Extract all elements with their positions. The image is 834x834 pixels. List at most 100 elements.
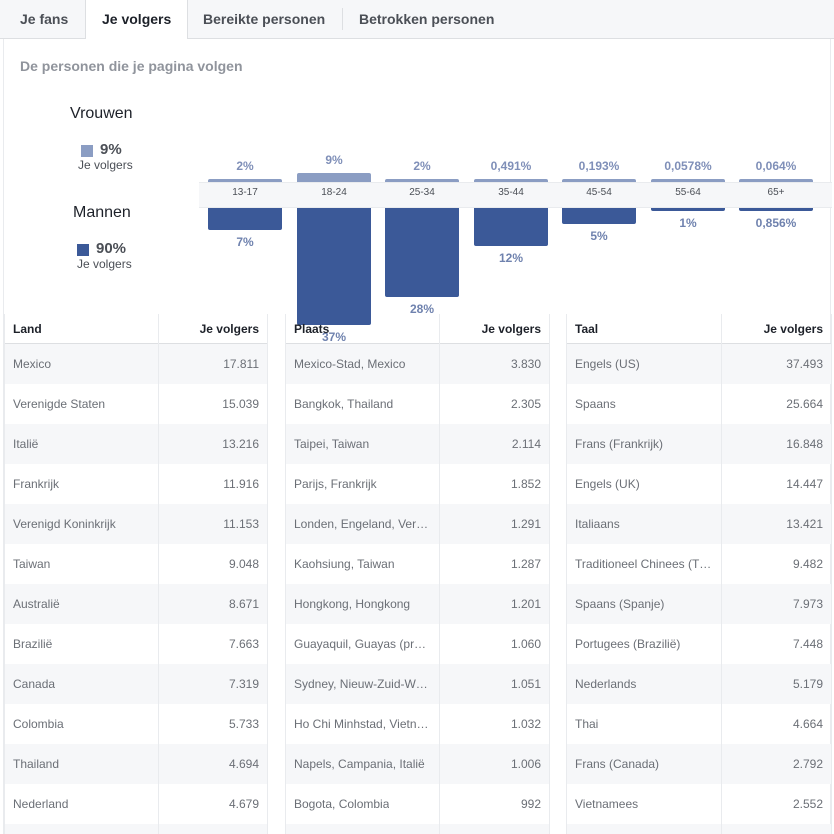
table-row: Napels, Campania, Italië 1.006 xyxy=(286,744,549,784)
legend-men-pct: 90% xyxy=(96,240,127,257)
row-name: Ho Chi Minhstad, Vietn… xyxy=(294,717,429,731)
column-header-country[interactable]: Land xyxy=(13,322,42,336)
row-followers: 1.060 xyxy=(510,637,541,651)
table-row: Bogota, Colombia 992 xyxy=(286,784,549,824)
row-name: Traditioneel Chinees (T… xyxy=(575,557,712,571)
row-name: Engels (UK) xyxy=(575,477,640,491)
legend-women-swatch xyxy=(81,145,93,157)
bar-men-25-34[interactable] xyxy=(385,208,459,297)
row-name: Verenigde Staten xyxy=(13,397,106,411)
table-row: Verenigd Koninkrijk 11.153 xyxy=(5,504,267,544)
row-name: Thai xyxy=(575,717,599,731)
row-followers: 15.039 xyxy=(222,397,259,411)
table-row xyxy=(286,824,549,834)
tab-je-volgers[interactable]: Je volgers xyxy=(85,0,189,40)
row-name: Colombia xyxy=(13,717,64,731)
bar-men-label-35-44: 12% xyxy=(498,251,524,266)
table-header: Land Je volgers xyxy=(5,314,267,344)
table-row: Frankrijk 11.916 xyxy=(5,464,267,504)
row-followers: 16.848 xyxy=(786,437,823,451)
row-name: Brazilië xyxy=(13,637,53,651)
table-row: Parijs, Frankrijk 1.852 xyxy=(286,464,549,504)
table-language: Taal Je volgers Engels (US) 37.493 Spaans 2… xyxy=(566,314,832,834)
row-followers: 1.051 xyxy=(510,677,541,691)
bar-men-55-64[interactable] xyxy=(651,208,725,212)
column-header-language[interactable]: Taal xyxy=(575,322,599,336)
bar-men-18-24[interactable] xyxy=(297,208,371,326)
row-name: Frankrijk xyxy=(13,477,60,491)
column-divider xyxy=(158,464,159,504)
row-followers: 7.663 xyxy=(228,637,259,651)
column-divider xyxy=(439,744,440,784)
row-name: Londen, Engeland, Ver… xyxy=(294,517,429,531)
column-divider xyxy=(721,504,722,544)
row-name: Spaans xyxy=(575,397,616,411)
row-name: Mexico-Stad, Mexico xyxy=(294,357,406,371)
column-divider xyxy=(721,704,722,744)
column-divider xyxy=(721,824,722,834)
table-row xyxy=(5,824,267,834)
table-row: Engels (US) 37.493 xyxy=(567,344,831,384)
column-divider xyxy=(439,704,440,744)
row-name: Frans (Canada) xyxy=(575,757,660,771)
row-name: Vietnamees xyxy=(575,797,639,811)
row-name: Bogota, Colombia xyxy=(294,797,390,811)
column-divider xyxy=(158,504,159,544)
column-divider xyxy=(721,624,722,664)
row-followers: 4.679 xyxy=(228,797,259,811)
tab-bereikte-personen[interactable]: Bereikte personen xyxy=(203,11,326,27)
row-followers: 7.973 xyxy=(792,597,823,611)
row-followers: 2.114 xyxy=(511,437,541,451)
table-row: Nederland 4.679 xyxy=(5,784,267,824)
row-followers: 8.671 xyxy=(228,597,259,611)
table-row: Brazilië 7.663 xyxy=(5,624,267,664)
bar-men-label-55-64: 1% xyxy=(679,216,697,231)
table-row: Portugees (Brazilië) 7.448 xyxy=(567,624,831,664)
tab-je-fans[interactable]: Je fans xyxy=(20,11,69,27)
age-band xyxy=(199,182,832,208)
table-row: Australië 8.671 xyxy=(5,584,267,624)
age-label-13-17: 13-17 xyxy=(232,187,258,198)
row-followers: 1.287 xyxy=(510,557,541,571)
table-row: Taipei, Taiwan 2.114 xyxy=(286,424,549,464)
column-divider xyxy=(439,784,440,824)
row-name: Mexico xyxy=(13,357,52,371)
column-divider xyxy=(439,584,440,624)
bar-men-label-13-17: 7% xyxy=(236,235,254,250)
row-followers: 25.664 xyxy=(786,397,823,411)
column-divider xyxy=(721,384,722,424)
column-divider xyxy=(158,824,159,834)
row-name: Italiaans xyxy=(575,517,620,531)
column-divider xyxy=(439,384,440,424)
bar-men-label-18-24: 37% xyxy=(321,330,347,345)
followers-panel: De personen die je pagina volgen Vrouwen… xyxy=(3,39,832,834)
bar-men-35-44[interactable] xyxy=(474,208,548,247)
age-label-25-34: 25-34 xyxy=(409,187,435,198)
column-divider xyxy=(158,384,159,424)
row-name: Thailand xyxy=(13,757,60,771)
row-followers: 3.830 xyxy=(510,357,541,371)
column-divider xyxy=(721,744,722,784)
column-divider xyxy=(158,314,159,344)
table-row: Sydney, Nieuw-Zuid-W… 1.051 xyxy=(286,664,549,704)
table-row: Kaohsiung, Taiwan 1.287 xyxy=(286,544,549,584)
row-name: Sydney, Nieuw-Zuid-W… xyxy=(294,677,428,691)
row-name: Italië xyxy=(13,437,39,451)
table-row: Vietnamees 2.552 xyxy=(567,784,831,824)
bar-men-45-54[interactable] xyxy=(562,208,636,224)
table-header: Taal Je volgers xyxy=(567,314,831,344)
column-header-followers[interactable]: Je volgers xyxy=(481,322,541,336)
column-header-city[interactable]: Plaats xyxy=(294,322,330,336)
column-divider xyxy=(439,424,440,464)
column-header-followers[interactable]: Je volgers xyxy=(199,322,259,336)
table-row: Frans (Canada) 2.792 xyxy=(567,744,831,784)
column-header-followers[interactable]: Je volgers xyxy=(763,322,823,336)
column-divider xyxy=(439,824,440,834)
column-divider xyxy=(439,344,440,384)
column-divider xyxy=(721,544,722,584)
column-divider xyxy=(721,784,722,824)
row-followers: 5.733 xyxy=(228,717,259,731)
tab-betrokken-personen[interactable]: Betrokken personen xyxy=(359,11,495,27)
bar-men-65+[interactable] xyxy=(739,208,813,211)
bar-men-13-17[interactable] xyxy=(208,208,282,231)
